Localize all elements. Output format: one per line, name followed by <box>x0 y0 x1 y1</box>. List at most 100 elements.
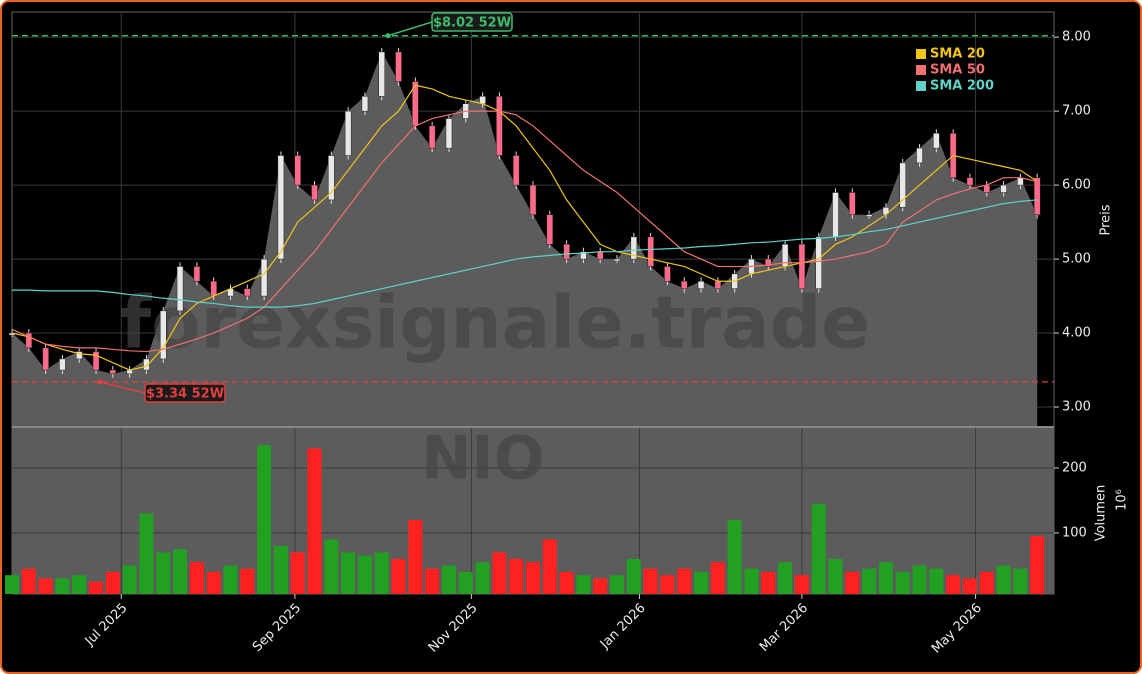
volume-bar <box>223 565 238 594</box>
candle <box>798 244 806 289</box>
candle <box>244 288 251 297</box>
volume-bar <box>139 513 154 594</box>
volume-bar <box>240 568 255 594</box>
volume-bar <box>811 503 826 594</box>
volume-bar <box>727 519 742 594</box>
arrow-head <box>385 33 391 39</box>
candle <box>849 192 856 215</box>
candle <box>529 184 537 215</box>
volume-bar <box>979 571 994 594</box>
volume-bar <box>324 539 339 594</box>
volume-bar <box>206 571 221 594</box>
volume-bar <box>441 565 456 594</box>
volume-bar <box>374 552 389 594</box>
legend-swatch <box>916 65 926 75</box>
candle <box>277 155 285 260</box>
volume-bar <box>862 568 877 594</box>
candle <box>1000 184 1007 193</box>
volume-bar <box>660 575 675 594</box>
candle <box>580 251 587 260</box>
candle <box>294 155 301 186</box>
candle <box>647 236 654 267</box>
candle <box>512 155 520 186</box>
candle <box>496 96 503 156</box>
volume-bar <box>21 568 36 594</box>
volume-bar <box>677 568 692 594</box>
volume-bar <box>307 448 322 594</box>
volume-bar <box>105 571 120 594</box>
volume-bar <box>912 565 927 594</box>
volume-bar <box>610 575 625 594</box>
candle <box>933 133 940 149</box>
candle <box>160 310 167 360</box>
legend-swatch <box>916 49 926 59</box>
volume-bar <box>341 552 356 594</box>
volume-bar <box>593 578 608 594</box>
volume-bar <box>492 552 507 594</box>
volume-bar <box>626 558 641 594</box>
legend-label: SMA 20 <box>930 47 985 62</box>
candle <box>832 192 839 238</box>
annotation-label: $8.02 52W <box>433 16 511 31</box>
candle <box>681 281 688 289</box>
volume-bar <box>576 575 591 594</box>
candle <box>765 258 772 267</box>
volume-bar <box>122 565 137 594</box>
volume-bar <box>475 562 490 594</box>
volume-bar <box>643 568 658 594</box>
candle <box>59 358 66 371</box>
y-axis-label: Preis <box>1099 204 1114 235</box>
legend-label: SMA 50 <box>930 63 985 78</box>
watermark: NIO <box>421 424 545 494</box>
sma-line <box>11 84 1038 371</box>
candle <box>563 244 570 260</box>
candle <box>630 236 638 260</box>
sma-line <box>11 110 1038 353</box>
y-tick-label: 6.00 <box>1062 178 1091 193</box>
volume-bar <box>391 558 406 594</box>
candle <box>815 236 822 289</box>
volume-bar <box>828 558 843 594</box>
volume-bar <box>996 565 1011 594</box>
candle <box>1017 177 1024 186</box>
y-tick-label: 200 <box>1062 460 1087 475</box>
candle <box>328 155 335 201</box>
volume-bar <box>408 519 423 594</box>
y-tick-label: 4.00 <box>1062 326 1091 341</box>
candle <box>193 266 201 282</box>
y-tick-label: 8.00 <box>1062 30 1091 45</box>
y-tick-label: 100 <box>1062 525 1087 540</box>
volume-bar <box>38 578 53 594</box>
candle <box>1033 177 1041 215</box>
annotation-arrow <box>387 21 433 37</box>
y-tick-label: 7.00 <box>1062 104 1091 119</box>
candle <box>596 251 604 260</box>
candle <box>445 118 453 149</box>
volume-bar <box>509 558 524 594</box>
volume-bar <box>55 578 70 594</box>
legend-label: SMA 200 <box>930 79 994 94</box>
y-tick-label: 5.00 <box>1062 252 1091 267</box>
sma-line <box>12 199 1038 308</box>
y-tick-label: 3.00 <box>1062 400 1091 415</box>
candle <box>311 184 318 201</box>
candle <box>428 125 436 149</box>
candle <box>983 184 991 193</box>
volume-bar <box>173 549 188 594</box>
volume-bar <box>257 445 272 594</box>
volume-bar <box>761 571 776 594</box>
volume-bar <box>710 562 725 594</box>
volume-bar <box>895 571 910 594</box>
candle <box>714 281 722 289</box>
candle <box>916 147 923 164</box>
candle <box>143 358 150 371</box>
volume-bar <box>72 575 87 594</box>
offset-label: 10⁶ <box>1115 489 1130 511</box>
annotation-box <box>144 383 226 403</box>
volume-bar <box>962 578 977 594</box>
candle <box>546 214 554 245</box>
candle <box>395 51 402 82</box>
candle <box>697 281 705 289</box>
candle <box>176 266 184 312</box>
